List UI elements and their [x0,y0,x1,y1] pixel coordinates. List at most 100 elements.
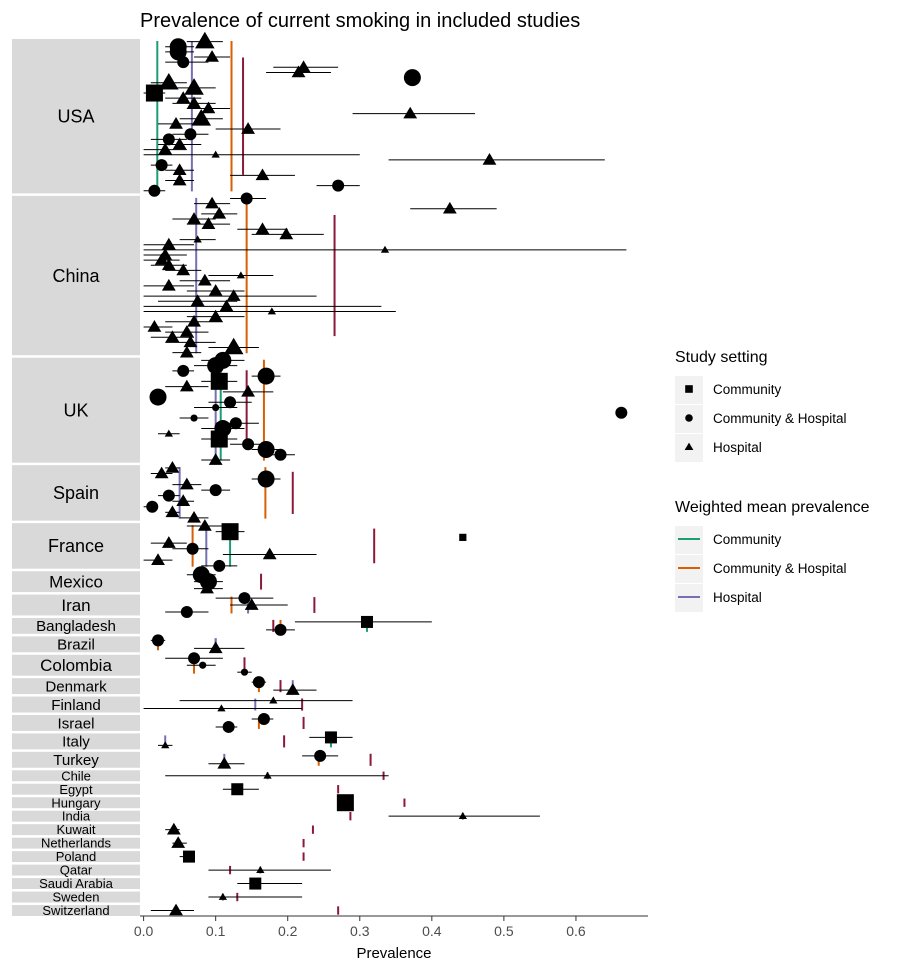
study-point [458,812,467,820]
panels: USA China UK Spain France Mexico Iran Banglades… [12,31,628,918]
study-point [159,72,179,90]
panel-colombia: Colombia [12,652,252,676]
study-point [229,417,242,430]
strip-spain [12,465,140,521]
strip-label-brazil: Brazil [57,637,95,654]
study-point [161,741,170,749]
study-point [615,406,628,419]
study-point [201,217,216,229]
study-point [172,137,187,150]
legend-color-label: Hospital [713,590,762,605]
study-point [201,101,216,114]
strip-label-qatar: Qatar [60,863,93,878]
study-point [218,892,228,900]
study-point [255,168,270,181]
study-point [184,78,204,95]
strip-label-china: China [52,266,100,286]
study-point [161,237,176,250]
study-point [217,756,232,769]
study-point [257,367,275,385]
panel-netherlands: Netherlands [12,836,305,851]
study-point [336,794,354,812]
study-point [205,50,219,62]
legend-color-title: Weighted mean prevalence [675,499,870,516]
study-point [222,720,235,733]
panel-qatar: Qatar [12,863,331,878]
study-point [217,704,226,712]
study-point [149,388,167,406]
study-point [165,330,180,343]
study-point [195,31,215,49]
study-point [210,430,228,448]
study-point [257,712,270,725]
panel-hungary: Hungary [12,794,406,812]
strip-netherlands [12,837,140,849]
study-point [164,429,173,437]
strip-label-france: France [48,536,104,556]
study-point [154,253,169,265]
panel-india: India [12,809,540,824]
study-point [274,448,287,461]
panel-denmark: Denmark [12,676,317,695]
strip-label-iran: Iran [61,596,90,615]
strip-kuwait [12,824,140,836]
strip-label-saudi-arabia: Saudi Arabia [39,876,113,891]
study-point [161,258,176,271]
study-point [442,201,457,214]
x-tick-label: 0.5 [494,923,514,939]
strip-label-hungary: Hungary [51,795,101,810]
study-point [208,641,223,654]
study-point [176,494,191,507]
x-tick-label: 0.2 [278,923,298,939]
study-point [197,519,212,531]
study-point [165,461,180,473]
study-point [205,196,219,209]
x-tick-label: 0.0 [134,923,154,939]
strip-chile [12,770,140,782]
study-point [169,903,183,916]
panel-switzerland: Switzerland [12,903,340,918]
panel-finland: Finland [12,696,353,714]
study-point [161,278,176,291]
strip-india [12,810,140,822]
x-tick-label: 0.4 [422,923,442,939]
study-point [172,163,187,176]
strip-hungary [12,797,140,809]
legend-color-label: Community & Hospital [713,561,847,576]
study-point [208,309,223,322]
study-point [279,227,294,240]
study-point [172,173,187,186]
legend-shape-community [685,385,693,393]
study-point [155,159,168,172]
study-point [177,56,190,69]
study-point [187,96,201,109]
study-point [162,489,175,502]
strip-brazil [12,636,140,653]
study-point [180,605,193,618]
strip-turkey [12,751,140,768]
study-point [314,749,327,762]
legend-shape-hospital [684,442,694,451]
study-point [240,668,249,676]
strip-label-colombia: Colombia [40,656,112,675]
panel-turkey: Turkey [12,749,372,769]
strip-label-kuwait: Kuwait [56,822,95,837]
study-point [187,314,201,327]
study-point [162,133,175,146]
strip-mexico [12,571,140,593]
study-point [263,771,272,779]
strip-china [12,195,140,356]
legend-shape-label: Community & Hospital [713,411,847,426]
study-point [212,403,220,412]
strip-label-switzerland: Switzerland [42,903,109,918]
x-tick-label: 0.1 [206,923,226,939]
x-axis-title: Prevalence [356,945,431,962]
study-point [257,470,275,488]
strip-label-finland: Finland [51,697,101,714]
chart-title: Prevalence of current smoking in include… [140,10,580,32]
strip-label-chile: Chile [61,768,91,783]
panel-poland: Poland [12,849,305,864]
study-point [219,299,234,312]
study-point [199,661,207,669]
study-point [257,441,275,459]
